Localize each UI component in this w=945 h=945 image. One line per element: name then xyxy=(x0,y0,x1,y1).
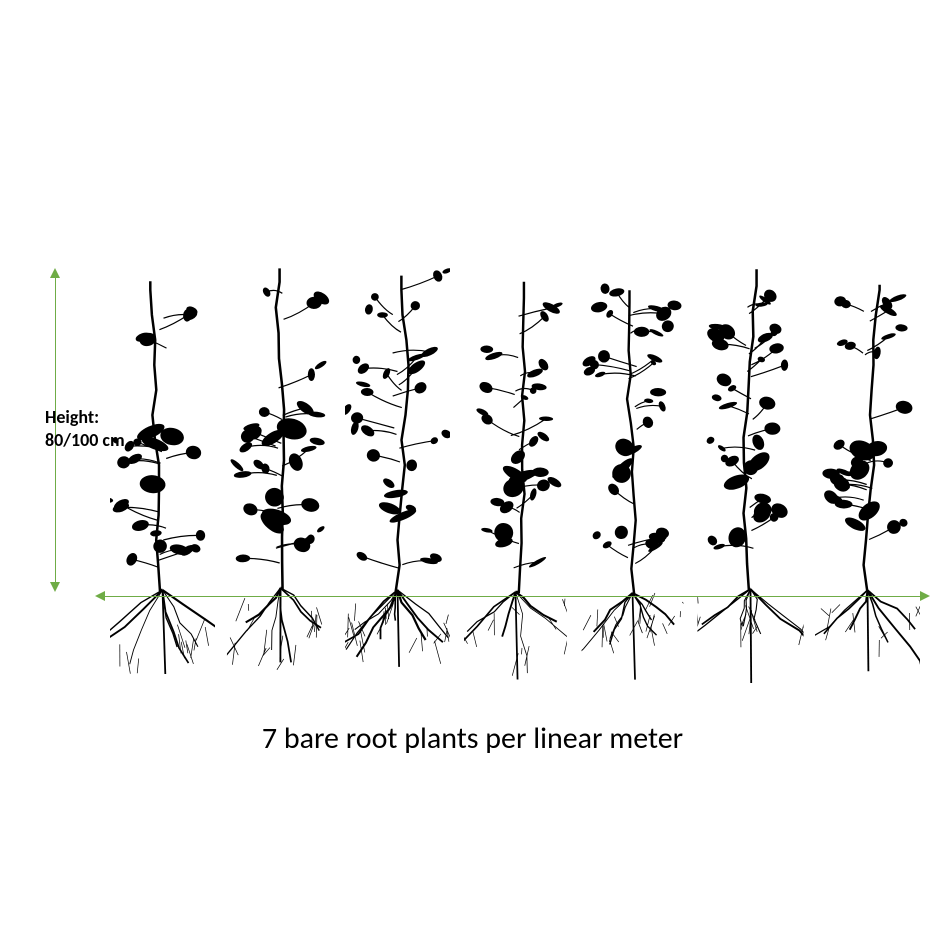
height-label-line1: Height: xyxy=(45,406,99,428)
bare-root-plant xyxy=(582,273,684,690)
planting-diagram: Height: 80/100 cm xyxy=(0,270,945,770)
bare-root-plant xyxy=(815,260,920,690)
height-arrow-bottom xyxy=(50,582,60,592)
bare-root-plant xyxy=(110,260,215,690)
bare-root-plant xyxy=(345,260,450,690)
bare-root-plant xyxy=(464,269,567,690)
width-dimension-line xyxy=(100,596,925,597)
plants-row xyxy=(110,260,920,690)
caption: 7 bare root plants per linear meter xyxy=(0,720,945,757)
width-arrow-left xyxy=(95,591,105,601)
width-arrow-right xyxy=(920,591,930,601)
height-arrow-top xyxy=(50,268,60,278)
bare-root-plant xyxy=(226,251,333,690)
bare-root-plant xyxy=(697,256,803,690)
